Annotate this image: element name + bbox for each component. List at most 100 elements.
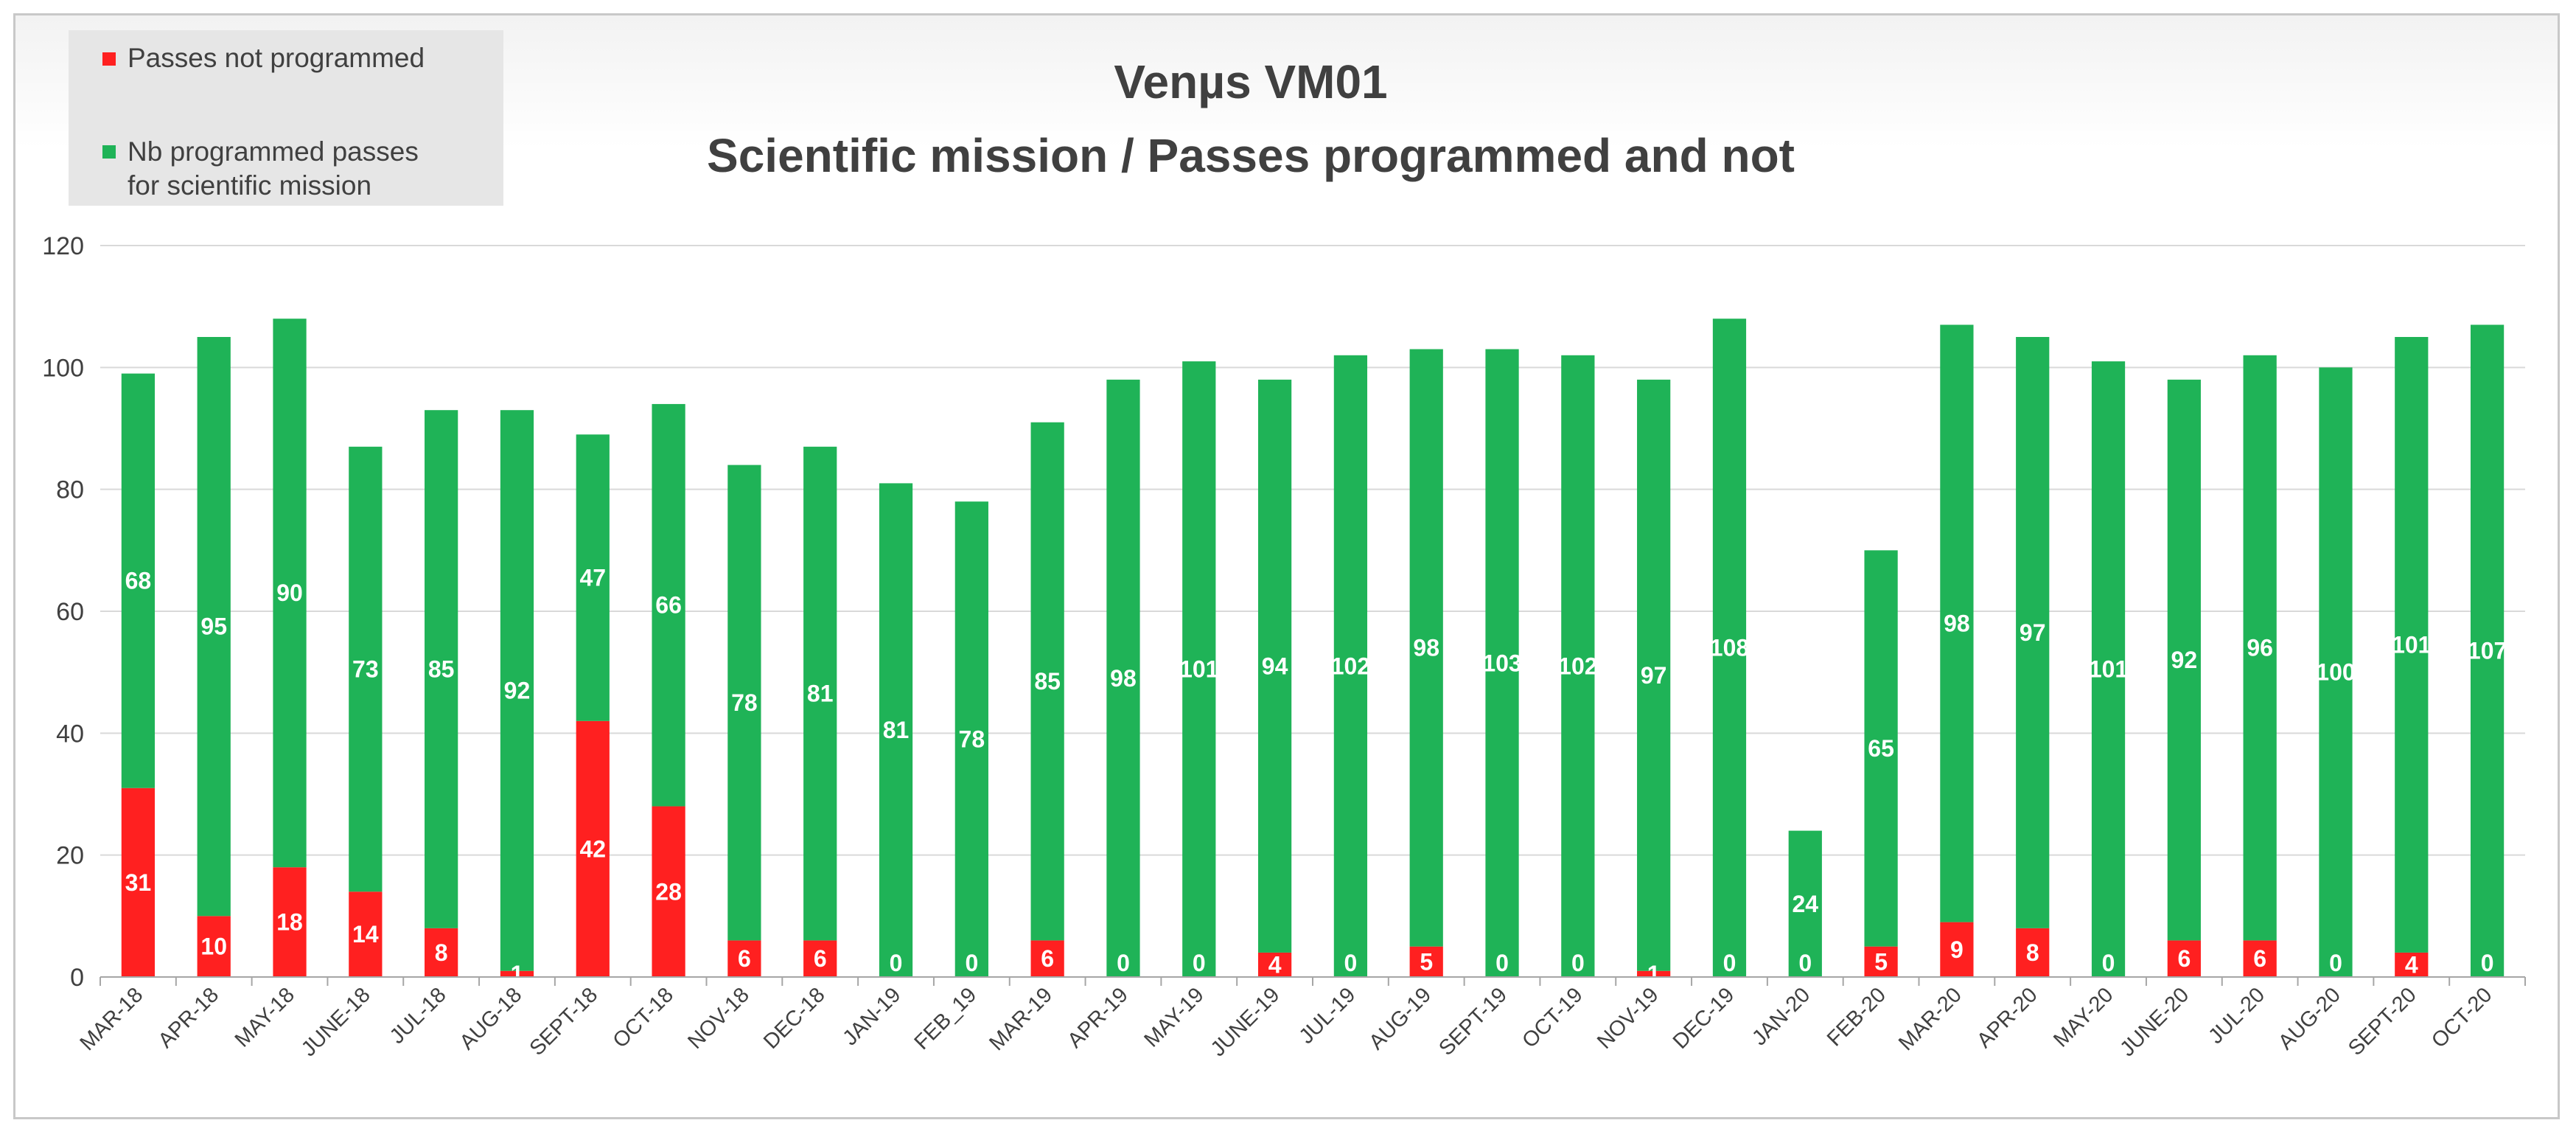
data-label-programmed: 78 — [959, 726, 985, 753]
data-label-not-programmed: 0 — [890, 950, 903, 976]
bar-programmed — [121, 373, 156, 788]
data-label-not-programmed: 0 — [1571, 950, 1585, 976]
x-tick-label: JAN-20 — [1748, 983, 1815, 1050]
chart-frame: Passes not programmed Nb programmed pass… — [13, 13, 2560, 1119]
x-tick-label: OCT-18 — [609, 983, 678, 1052]
data-label-programmed: 95 — [200, 613, 227, 640]
data-label-programmed: 98 — [1110, 665, 1137, 692]
x-tick-label: APR-20 — [1972, 983, 2042, 1052]
x-tick-label: MAY-18 — [231, 983, 299, 1051]
legend-background — [69, 30, 503, 206]
y-tick-label: 80 — [56, 476, 84, 504]
x-tick-label: JUL-19 — [1295, 983, 1361, 1049]
bar-not-programmed — [1030, 940, 1064, 977]
data-label-not-programmed: 8 — [2026, 939, 2039, 966]
bar-programmed — [1485, 349, 1519, 977]
bar-programmed — [727, 465, 761, 941]
bar-programmed — [197, 337, 231, 917]
data-label-programmed: 78 — [731, 689, 758, 716]
data-label-not-programmed: 5 — [1420, 948, 1433, 975]
legend-label-programmed-line1: Nb programmed passes — [128, 136, 419, 167]
bar-not-programmed — [1257, 952, 1292, 977]
bar-not-programmed — [121, 787, 156, 977]
bars: 3168109518901473885192424728666786810810… — [121, 319, 2507, 987]
data-label-programmed: 85 — [1034, 668, 1061, 695]
x-tick-label: APR-18 — [154, 983, 223, 1052]
data-label-not-programmed: 6 — [2253, 945, 2266, 972]
bar-programmed — [349, 446, 383, 892]
data-label-programmed: 68 — [125, 568, 152, 594]
bar-programmed — [576, 434, 610, 721]
data-label-programmed: 73 — [352, 656, 379, 683]
x-tick-label: MAR-20 — [1894, 983, 1966, 1055]
y-tick-label: 40 — [56, 720, 84, 748]
x-tick-label: MAY-19 — [1139, 983, 1208, 1051]
bar-not-programmed — [2016, 928, 2050, 977]
bar-programmed — [1030, 422, 1064, 941]
x-tick-label: SEPT-19 — [1434, 983, 1512, 1060]
data-label-programmed: 102 — [1558, 653, 1597, 679]
data-label-programmed: 98 — [1944, 611, 1970, 637]
data-label-programmed: 24 — [1792, 891, 1818, 917]
data-label-programmed: 65 — [1868, 735, 1894, 762]
data-label-not-programmed: 31 — [125, 869, 152, 896]
legend-swatch-programmed — [102, 145, 116, 159]
data-label-not-programmed: 10 — [200, 933, 227, 960]
data-label-programmed: 101 — [1179, 656, 1218, 683]
data-label-not-programmed: 0 — [1344, 950, 1358, 976]
data-label-programmed: 92 — [2171, 647, 2198, 673]
data-label-not-programmed: 0 — [1193, 950, 1206, 976]
data-label-programmed: 66 — [655, 592, 682, 619]
x-tick-label: NOV-19 — [1593, 983, 1664, 1054]
data-label-programmed: 47 — [579, 565, 606, 591]
bar-programmed — [273, 319, 307, 868]
bar-programmed — [2016, 337, 2050, 928]
data-label-not-programmed: 0 — [2102, 950, 2115, 976]
bar-programmed — [425, 410, 458, 928]
x-tick-label: FEB_19 — [910, 983, 982, 1054]
bar-programmed — [2470, 324, 2505, 977]
bar-programmed — [652, 403, 685, 807]
bar-programmed — [2243, 355, 2277, 941]
x-tick-label: DEC-19 — [1669, 983, 1739, 1054]
y-tick-label: 0 — [70, 964, 84, 992]
data-label-not-programmed: 0 — [2481, 950, 2494, 976]
data-label-programmed: 96 — [2247, 635, 2273, 661]
x-tick-label: FEB-20 — [1823, 983, 1891, 1051]
x-tick-label: MAY-20 — [2049, 983, 2118, 1051]
data-label-not-programmed: 9 — [1950, 936, 1964, 963]
bar-programmed — [2319, 367, 2353, 977]
bar-programmed — [1561, 355, 1595, 977]
bar-not-programmed — [2243, 940, 2277, 977]
bar-programmed — [1182, 361, 1216, 978]
data-label-not-programmed: 0 — [965, 950, 978, 976]
x-tick-label: SEPT-18 — [526, 983, 603, 1060]
bar-not-programmed — [500, 970, 534, 977]
data-label-programmed: 100 — [2316, 659, 2355, 686]
data-label-not-programmed: 28 — [655, 878, 682, 905]
y-tick-label: 60 — [56, 598, 84, 626]
legend: Passes not programmed Nb programmed pass… — [69, 30, 503, 206]
y-tick-label: 120 — [42, 232, 84, 260]
bar-programmed — [2395, 337, 2429, 953]
data-label-programmed: 92 — [504, 677, 531, 703]
data-label-not-programmed: 6 — [2177, 945, 2191, 972]
bar-not-programmed — [273, 867, 307, 977]
data-label-not-programmed: 0 — [1495, 950, 1509, 976]
bar-programmed — [1864, 550, 1898, 947]
data-label-not-programmed: 1 — [1647, 961, 1661, 987]
data-label-not-programmed: 5 — [1874, 948, 1888, 975]
data-label-programmed: 108 — [1710, 635, 1749, 661]
chart-title-line1: Venµs VM01 — [1114, 55, 1387, 108]
bar-programmed — [1257, 379, 1292, 953]
x-tick-label: JUL-18 — [385, 983, 451, 1049]
x-tick-label: JUNE-18 — [297, 983, 375, 1061]
bar-programmed — [500, 410, 534, 971]
chart-title-line2: Scientific mission / Passes programmed a… — [707, 129, 1795, 182]
bar-programmed — [1637, 379, 1671, 971]
bar-not-programmed — [197, 916, 231, 977]
data-label-not-programmed: 6 — [814, 945, 827, 972]
x-tick-label: MAR-18 — [76, 983, 148, 1055]
data-label-not-programmed: 0 — [1117, 950, 1130, 976]
